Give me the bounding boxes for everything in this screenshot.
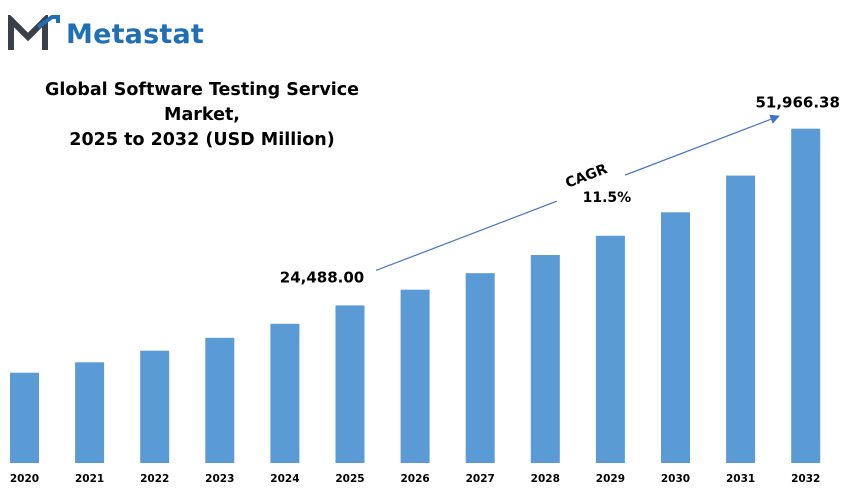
brand-name: Metastat bbox=[66, 18, 205, 50]
bar-2025 bbox=[335, 305, 365, 463]
chart-title: Global Software Testing Service Market, … bbox=[10, 78, 394, 153]
bar-2020 bbox=[10, 372, 39, 463]
x-tick-2029: 2029 bbox=[596, 473, 625, 485]
chart-title-line-2: 2025 to 2032 (USD Million) bbox=[69, 130, 335, 150]
bar-2028 bbox=[530, 255, 560, 463]
x-tick-2026: 2026 bbox=[400, 473, 429, 485]
x-tick-2031: 2031 bbox=[726, 473, 755, 485]
bar-2022 bbox=[140, 350, 170, 463]
cagr-arrow-head bbox=[624, 114, 780, 176]
bars-group bbox=[10, 128, 821, 463]
bar-2021 bbox=[75, 362, 105, 463]
x-tick-2023: 2023 bbox=[205, 473, 234, 485]
x-tick-2030: 2030 bbox=[661, 473, 690, 485]
cagr-arrow-line bbox=[375, 200, 558, 272]
x-tick-2028: 2028 bbox=[531, 473, 560, 485]
x-tick-2022: 2022 bbox=[140, 473, 169, 485]
bar-2024 bbox=[270, 323, 300, 463]
data-label-2032: 51,966.38 bbox=[755, 94, 839, 112]
cagr-label: CAGR bbox=[563, 161, 609, 192]
cagr-value: 11.5% bbox=[583, 190, 632, 206]
chart-title-line-1: Global Software Testing Service Market, bbox=[44, 80, 360, 125]
x-tick-2025: 2025 bbox=[335, 473, 364, 485]
x-axis-ticks: 2020 2021 2022 2023 2024 2025 2026 2027 2028 2029… bbox=[10, 473, 820, 485]
bar-2029 bbox=[595, 235, 625, 463]
data-label-2025: 24,488.00 bbox=[280, 268, 364, 286]
bar-2027 bbox=[465, 273, 495, 463]
bar-2030 bbox=[661, 212, 690, 463]
data-labels: 24,488.00 51,966.38 bbox=[280, 94, 840, 287]
bar-2023 bbox=[205, 337, 235, 463]
logo: Metastat bbox=[8, 14, 204, 54]
metastat-logo-icon bbox=[8, 15, 60, 50]
x-tick-2027: 2027 bbox=[466, 473, 495, 485]
bar-2026 bbox=[400, 289, 430, 463]
bar-2032 bbox=[791, 128, 821, 463]
x-tick-2021: 2021 bbox=[75, 473, 104, 485]
bar-2031 bbox=[726, 175, 756, 463]
x-tick-2020: 2020 bbox=[10, 473, 39, 485]
x-tick-2032: 2032 bbox=[791, 473, 820, 485]
x-tick-2024: 2024 bbox=[270, 473, 299, 485]
